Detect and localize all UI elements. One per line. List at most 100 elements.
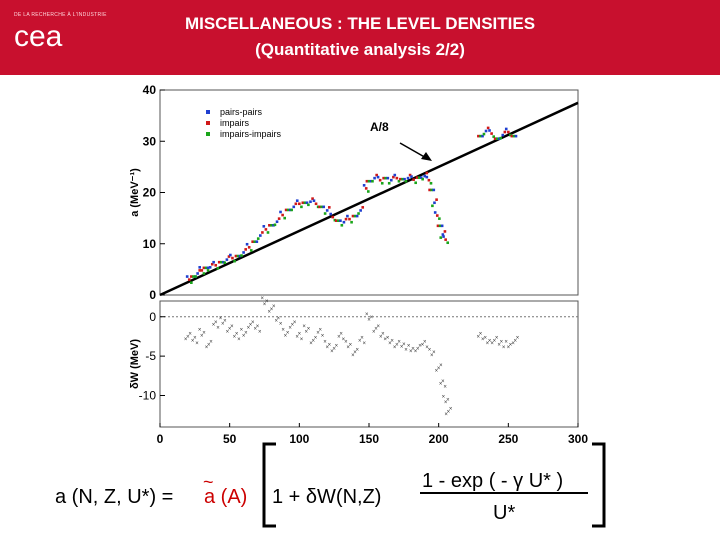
data-point: × (393, 345, 397, 351)
data-point: × (379, 334, 383, 340)
data-point: × (186, 334, 190, 340)
data-point: × (397, 340, 401, 346)
data-point: × (223, 319, 227, 325)
data-point (261, 231, 264, 234)
data-point: × (390, 338, 394, 344)
data-point (497, 137, 501, 140)
x-tick-label: 200 (429, 432, 449, 446)
data-point (501, 133, 505, 137)
data-point (198, 269, 202, 272)
data-point (431, 204, 434, 208)
data-point (425, 175, 429, 179)
data-point (433, 211, 437, 214)
data-point: × (411, 346, 415, 352)
data-point: × (432, 350, 436, 356)
x-tick-label: 100 (289, 432, 309, 446)
data-point: × (509, 342, 513, 348)
data-point: × (407, 343, 411, 349)
data-point (339, 219, 342, 222)
data-point (190, 275, 193, 278)
x-tick-label: 300 (568, 432, 588, 446)
data-point (264, 228, 268, 231)
data-point (350, 220, 353, 224)
data-point: × (358, 338, 362, 344)
data-point: × (332, 346, 336, 352)
x-tick-label: 50 (223, 432, 237, 446)
data-point (286, 208, 290, 212)
data-point: × (446, 397, 450, 403)
data-point (371, 179, 374, 183)
data-point (220, 260, 223, 264)
data-point (488, 129, 491, 132)
data-point (512, 134, 516, 138)
formula-denominator: U* (493, 502, 516, 524)
data-point (256, 237, 260, 240)
data-point: × (284, 333, 288, 339)
data-point: × (490, 341, 494, 347)
data-point: × (209, 340, 213, 346)
data-point (295, 199, 299, 202)
data-point (266, 231, 270, 234)
data-point (362, 184, 366, 187)
data-point (510, 134, 514, 138)
data-point: × (447, 409, 451, 415)
data-point (375, 173, 378, 177)
data-point: × (353, 350, 357, 356)
data-point (395, 176, 399, 180)
data-point (229, 253, 232, 257)
data-point: × (316, 331, 320, 337)
data-point (378, 178, 382, 182)
data-point (206, 269, 210, 272)
data-point: × (286, 331, 290, 337)
data-point (255, 240, 259, 243)
formula-one-plus: 1 + δW(N,Z) (272, 486, 382, 508)
data-point: × (288, 325, 292, 331)
legend-marker (206, 132, 210, 136)
data-point (499, 136, 502, 140)
data-point: × (351, 353, 355, 359)
data-point (435, 198, 438, 201)
data-point: × (437, 366, 441, 372)
data-point (442, 235, 445, 238)
data-point (393, 173, 397, 177)
y-tick-label: 20 (143, 186, 157, 200)
data-point (222, 260, 225, 264)
data-point: × (307, 327, 311, 333)
data-point: × (272, 304, 276, 310)
data-point: × (439, 382, 443, 388)
data-point (305, 201, 309, 205)
data-point (421, 177, 424, 181)
data-point (367, 179, 371, 183)
data-point: × (414, 349, 418, 355)
data-point (365, 179, 369, 183)
data-point: × (328, 342, 332, 348)
data-point (507, 130, 510, 134)
y-tick-label: 10 (143, 237, 157, 251)
data-point (361, 206, 365, 209)
data-point: × (416, 346, 420, 352)
data-point: × (337, 334, 341, 340)
data-point (403, 177, 406, 181)
data-point: × (191, 338, 195, 344)
data-point (262, 225, 266, 228)
data-point (436, 224, 440, 228)
data-point: × (342, 337, 346, 343)
data-point (242, 251, 245, 254)
data-point (384, 176, 388, 180)
a-over-8-line (159, 101, 579, 297)
data-point (380, 181, 384, 185)
data-point (202, 272, 206, 275)
data-point (419, 176, 423, 179)
data-point: × (325, 345, 329, 351)
data-point: × (321, 333, 325, 339)
data-point: × (274, 319, 278, 325)
data-point: × (188, 332, 192, 338)
data-point (233, 259, 236, 263)
data-point: × (442, 395, 446, 401)
data-point: × (254, 327, 258, 333)
data-point: × (281, 328, 285, 334)
y-tick-label: 30 (143, 134, 157, 148)
data-point: × (184, 337, 188, 343)
data-point: × (295, 334, 299, 340)
